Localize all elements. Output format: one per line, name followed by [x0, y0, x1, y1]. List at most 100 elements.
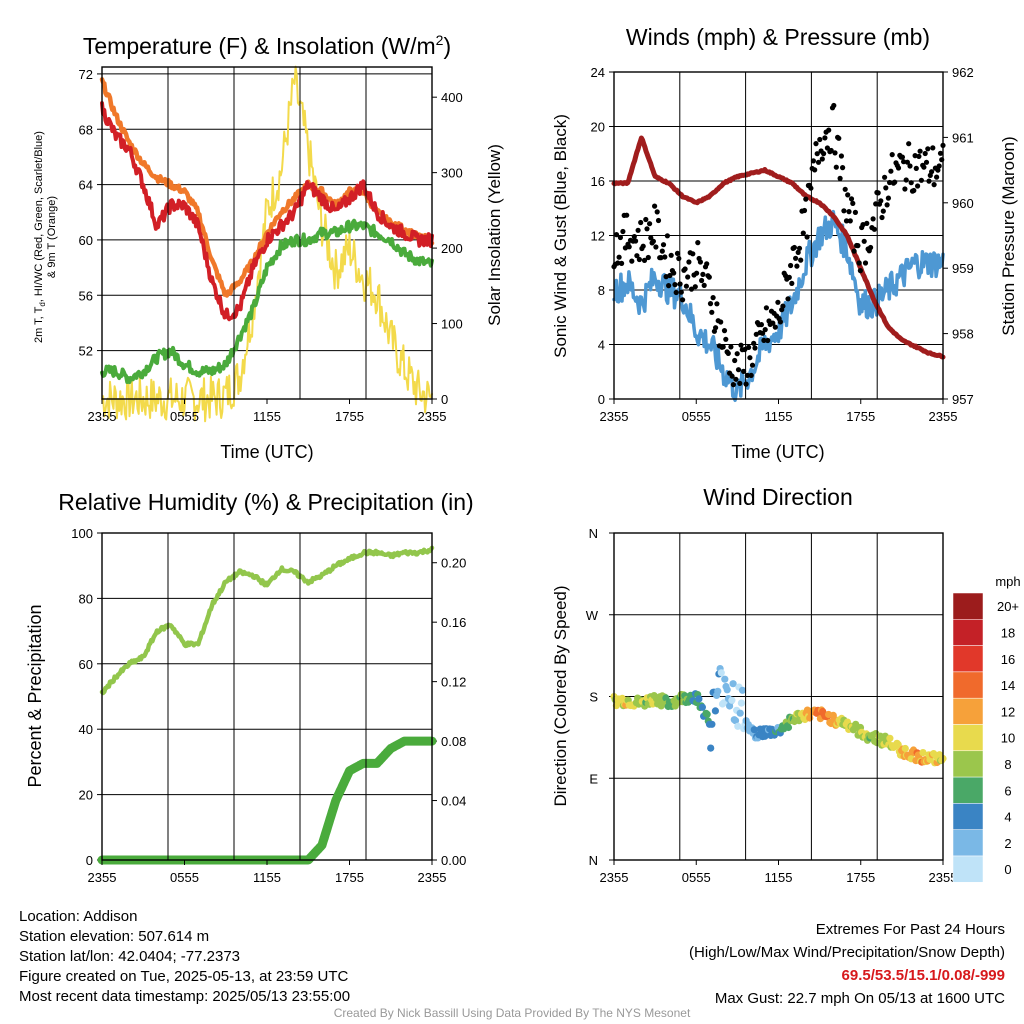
gust-point — [659, 248, 665, 254]
extremes-values: 69.5/53.5/15.1/0.08/-999 — [841, 967, 1005, 984]
colorbar-swatch — [952, 829, 984, 857]
direction-point — [738, 686, 747, 694]
winds-ytick-label: 0 — [598, 392, 605, 407]
gust-point — [655, 217, 662, 224]
gust-point — [793, 255, 799, 261]
humidity-y2tick-label: 0.04 — [441, 794, 466, 809]
gust-point — [831, 102, 837, 109]
gust-point — [934, 174, 940, 180]
colorbar-label: 0 — [1004, 862, 1011, 877]
gust-point — [810, 158, 817, 164]
gust-point — [841, 208, 847, 214]
gust-point — [845, 192, 851, 198]
sonic-wind-series-line — [612, 209, 945, 403]
gust-point — [789, 280, 795, 286]
gust-point — [631, 234, 637, 240]
gust-point — [704, 261, 710, 267]
gust-point — [633, 238, 639, 244]
winds-y2tick-label: 961 — [952, 130, 974, 145]
direction-title: Wind Direction — [703, 484, 853, 510]
gust-point — [672, 282, 678, 288]
gust-point — [887, 179, 893, 186]
gust-point — [822, 135, 828, 141]
temperature-y2label: Solar Insolation (Yellow) — [485, 144, 504, 326]
humidity-series-line — [99, 545, 435, 696]
direction-point — [894, 741, 902, 749]
gust-point — [699, 277, 705, 284]
gust-point — [624, 212, 630, 218]
gust-point — [804, 234, 810, 240]
gust-point — [710, 295, 716, 301]
gust-point — [617, 234, 624, 241]
max-gust-text: Max Gust: 22.7 mph On 05/13 at 1600 UTC — [714, 990, 1005, 1007]
humidity-ytick-label: 60 — [79, 657, 93, 672]
svg-text:& 9m T (Orange): & 9m T (Orange) — [46, 196, 58, 278]
colorbar-label: 12 — [1001, 704, 1015, 719]
gust-point — [730, 382, 737, 388]
gust-point — [748, 372, 754, 378]
gust-point — [671, 270, 677, 276]
winds-xtick-label: 2355 — [600, 409, 629, 424]
gust-point — [643, 216, 649, 223]
colorbar-swatch — [952, 724, 984, 752]
gust-point — [660, 242, 667, 248]
gust-point — [718, 319, 724, 325]
direction-panel: Wind Direction Direction (Colored By Spe… — [551, 484, 1021, 807]
gust-point — [786, 274, 792, 280]
dewpoint-series-line — [100, 218, 434, 385]
gust-point — [638, 219, 644, 226]
gust-point — [795, 249, 801, 255]
gust-point — [861, 238, 867, 244]
winds-xtick-label: 1755 — [846, 409, 875, 424]
gust-point — [892, 179, 898, 185]
gust-point — [666, 283, 672, 289]
colorbar-swatch — [952, 776, 984, 804]
winds-y2tick-label: 960 — [952, 196, 974, 211]
gust-point — [826, 127, 832, 133]
direction-point — [720, 699, 728, 707]
gust-point — [668, 252, 674, 258]
gust-point — [935, 167, 941, 173]
gust-point — [749, 362, 756, 368]
winds-ytick-label: 8 — [598, 283, 605, 298]
gust-point — [694, 270, 700, 276]
gust-point — [709, 309, 715, 315]
direction-point — [886, 734, 894, 742]
gust-point — [815, 159, 822, 165]
gust-point — [796, 245, 803, 251]
figure-canvas: Temperature (F) & Insolation (W/m2) 2m T… — [25, 24, 1021, 885]
direction-xtick-label: 2355 — [929, 870, 958, 885]
gust-point — [851, 248, 857, 254]
direction-point — [734, 722, 742, 730]
colorbar-label: 18 — [1001, 625, 1015, 640]
gust-point — [695, 240, 701, 246]
colorbar-swatch — [952, 750, 984, 778]
gust-point — [616, 254, 622, 260]
colorbar-swatch — [952, 697, 984, 725]
gust-point — [883, 185, 889, 191]
gust-point — [645, 254, 651, 261]
gust-point — [737, 380, 743, 386]
humidity-ytick-label: 0 — [86, 853, 93, 868]
gust-point — [654, 209, 660, 215]
direction-point — [703, 710, 711, 718]
gust-point — [761, 337, 767, 343]
gust-point — [918, 177, 925, 183]
humidity-y2tick-label: 0.16 — [441, 615, 466, 630]
gust-point — [721, 328, 728, 334]
gust-point — [723, 336, 729, 342]
winds-y2tick-label: 959 — [952, 261, 974, 276]
winds-xtick-label: 2355 — [929, 409, 958, 424]
gust-point — [838, 153, 845, 159]
gust-point — [817, 136, 823, 143]
temperature-xtick-label: 2355 — [418, 409, 447, 424]
temperature-y2tick-label: 0 — [441, 392, 448, 407]
gust-point — [744, 372, 751, 378]
gust-point — [713, 325, 719, 331]
humidity-xtick-label: 0555 — [170, 870, 199, 885]
humidity-ytick-label: 80 — [79, 591, 93, 606]
gust-point — [899, 154, 906, 160]
winds-xlabel: Time (UTC) — [731, 442, 824, 462]
gust-point — [690, 251, 696, 257]
winds-y2tick-label: 962 — [952, 65, 974, 80]
